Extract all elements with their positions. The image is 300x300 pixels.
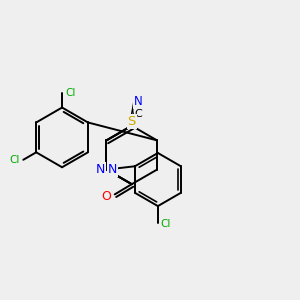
Text: C: C (134, 109, 142, 119)
Text: N: N (108, 163, 117, 176)
Text: N: N (96, 163, 105, 176)
Text: N: N (134, 95, 143, 108)
Text: S: S (128, 115, 136, 128)
Text: Cl: Cl (160, 219, 170, 229)
Text: Cl: Cl (10, 155, 20, 165)
Text: O: O (101, 190, 111, 202)
Text: Cl: Cl (65, 88, 76, 98)
